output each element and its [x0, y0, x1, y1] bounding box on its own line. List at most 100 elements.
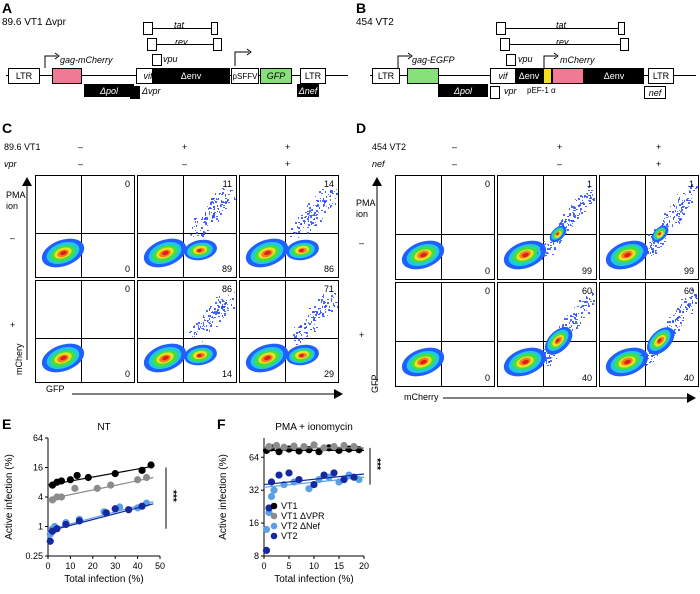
facs-1-2-event-dot [207, 230, 209, 232]
facs-1-2-event-dot [577, 217, 579, 219]
quadrant-v-gate [543, 176, 544, 279]
facs-1-3-event-dot [678, 216, 680, 218]
mcherry-box-b [552, 68, 584, 84]
facs-1-2-event-dot [573, 215, 575, 217]
facs-1-2-event-dot [545, 255, 547, 257]
facs-2-2-event-dot [218, 316, 220, 318]
facs-1-2-event-dot [213, 206, 215, 208]
facs-1-3-event-dot [326, 196, 328, 198]
data-point [285, 469, 292, 476]
x-tick-label: 10 [309, 561, 319, 571]
facs-1-3-event-dot [322, 218, 324, 220]
facs-2-3-event-dot [686, 311, 688, 313]
facs-1-2-event-dot [554, 247, 556, 249]
facs-1-2-event-dot [217, 205, 219, 207]
facs-1-3-event-dot [295, 222, 297, 224]
facs-1-2-event-dot [563, 214, 565, 216]
facs-1-3-event-dot [321, 210, 323, 212]
facs-2-3-event-dot [670, 317, 672, 319]
facs-1-3-event-dot [334, 191, 336, 193]
data-point [340, 476, 347, 483]
facs-1-3-event-dot [293, 232, 295, 234]
facs-1-2-event-dot [194, 226, 196, 228]
facs-1-3-event-dot [298, 237, 300, 239]
facs-1-3-event-dot [676, 214, 678, 216]
facs-1-3-event-dot [686, 207, 688, 209]
facs-2-3-event-dot [672, 320, 674, 322]
quadrant-bottom-percent: 14 [222, 369, 232, 379]
facs-2-2-event-dot [588, 305, 590, 307]
facs-1-2-event-dot [221, 204, 223, 206]
facs-1-2-event-dot [217, 211, 219, 213]
facs-1-3-event-dot [670, 206, 672, 208]
facs-1-3-event-dot [684, 200, 686, 202]
d-row-minus: – [359, 238, 364, 248]
facs-2-2-event-dot [227, 308, 229, 310]
y-tick-label: 32 [249, 485, 259, 495]
facs-1-2-event-dot [223, 207, 225, 209]
quadrant-v-gate [81, 176, 82, 277]
facs-2-3-event-dot [310, 329, 312, 331]
data-point [350, 443, 357, 450]
facs-2-3-event-dot [318, 317, 320, 319]
facs-1-2-event-dot [581, 203, 583, 205]
facs-2-3-event-dot [691, 313, 693, 315]
facs-2-3-event-dot [676, 318, 678, 320]
data-point [310, 481, 317, 488]
data-point [112, 470, 119, 477]
facs-1-2-event-dot [231, 190, 233, 192]
facs-2-3-event-dot [679, 326, 681, 328]
facs-1-2-event-dot [576, 200, 578, 202]
facs-1-3-event-dot [292, 228, 294, 230]
facs-1-2-event-dot [586, 196, 588, 198]
facs-2-2-event-dot [565, 324, 567, 326]
y-axis-label: Active infection (%) [218, 454, 229, 540]
significance-stars: *** [371, 458, 382, 470]
ltr3-box-b: LTR [648, 68, 674, 84]
facs-2-2-event-dot [588, 312, 590, 314]
quadrant-v-gate [285, 281, 286, 382]
facs-2-3-event-dot [306, 332, 308, 334]
data-point [85, 474, 92, 481]
facs-2-3-event-dot [644, 359, 646, 361]
facs-1-2-event-dot [591, 202, 593, 204]
facs-2-3-event-dot [682, 311, 684, 313]
quadrant-v-gate [543, 283, 544, 386]
facs-1-3-event-dot [683, 193, 685, 195]
facs-1-2-event-dot [548, 244, 550, 246]
env2-box-b: Δenv [584, 68, 644, 84]
facs-2-2-event-dot [204, 320, 206, 322]
facs-1-2-event-dot [582, 200, 584, 202]
facs-2-3-event-dot [319, 308, 321, 310]
x-tick-label: 10 [65, 561, 75, 571]
facs-2-2-event-dot [219, 296, 221, 298]
rev-exon2-a [213, 38, 222, 51]
facs-2-2-event-dot [206, 329, 208, 331]
facs-2-3-event-dot [679, 311, 681, 313]
quadrant-h-gate [240, 338, 338, 339]
facs-2-3-event-dot [302, 338, 304, 340]
facs-1-3-event-dot [308, 220, 310, 222]
d-ion-label: ion [356, 209, 368, 219]
facs-1-3-event-dot [673, 211, 675, 213]
facs-1-2-event-dot [578, 198, 580, 200]
facs-2-2-event-dot [197, 331, 199, 333]
facs-1-2-event-dot [228, 202, 230, 204]
tat-exon2-a [211, 22, 218, 35]
facs-2-2-event-dot [550, 360, 552, 362]
facs-1-2-event-dot [572, 223, 574, 225]
facs-1-3-event-dot [332, 193, 334, 195]
facs-1-2-event-dot [562, 223, 564, 225]
facs-1-3-event-dot [314, 212, 316, 214]
quadrant-h-gate [36, 233, 134, 234]
facs-1-3-event-dot [320, 198, 322, 200]
facs-2-2-event-dot [190, 331, 192, 333]
facs-1-3-event-dot [300, 230, 302, 232]
d-sign-2-1: – [452, 159, 457, 169]
facs-2-2-event-dot [596, 294, 597, 296]
facs-2-2-event-dot [202, 341, 204, 343]
legend-label: VT1 ΔVPR [281, 511, 325, 521]
quadrant-v-gate [183, 176, 184, 277]
facs-2-2-event-dot [580, 300, 582, 302]
facs-1-2-event-dot [585, 206, 587, 208]
